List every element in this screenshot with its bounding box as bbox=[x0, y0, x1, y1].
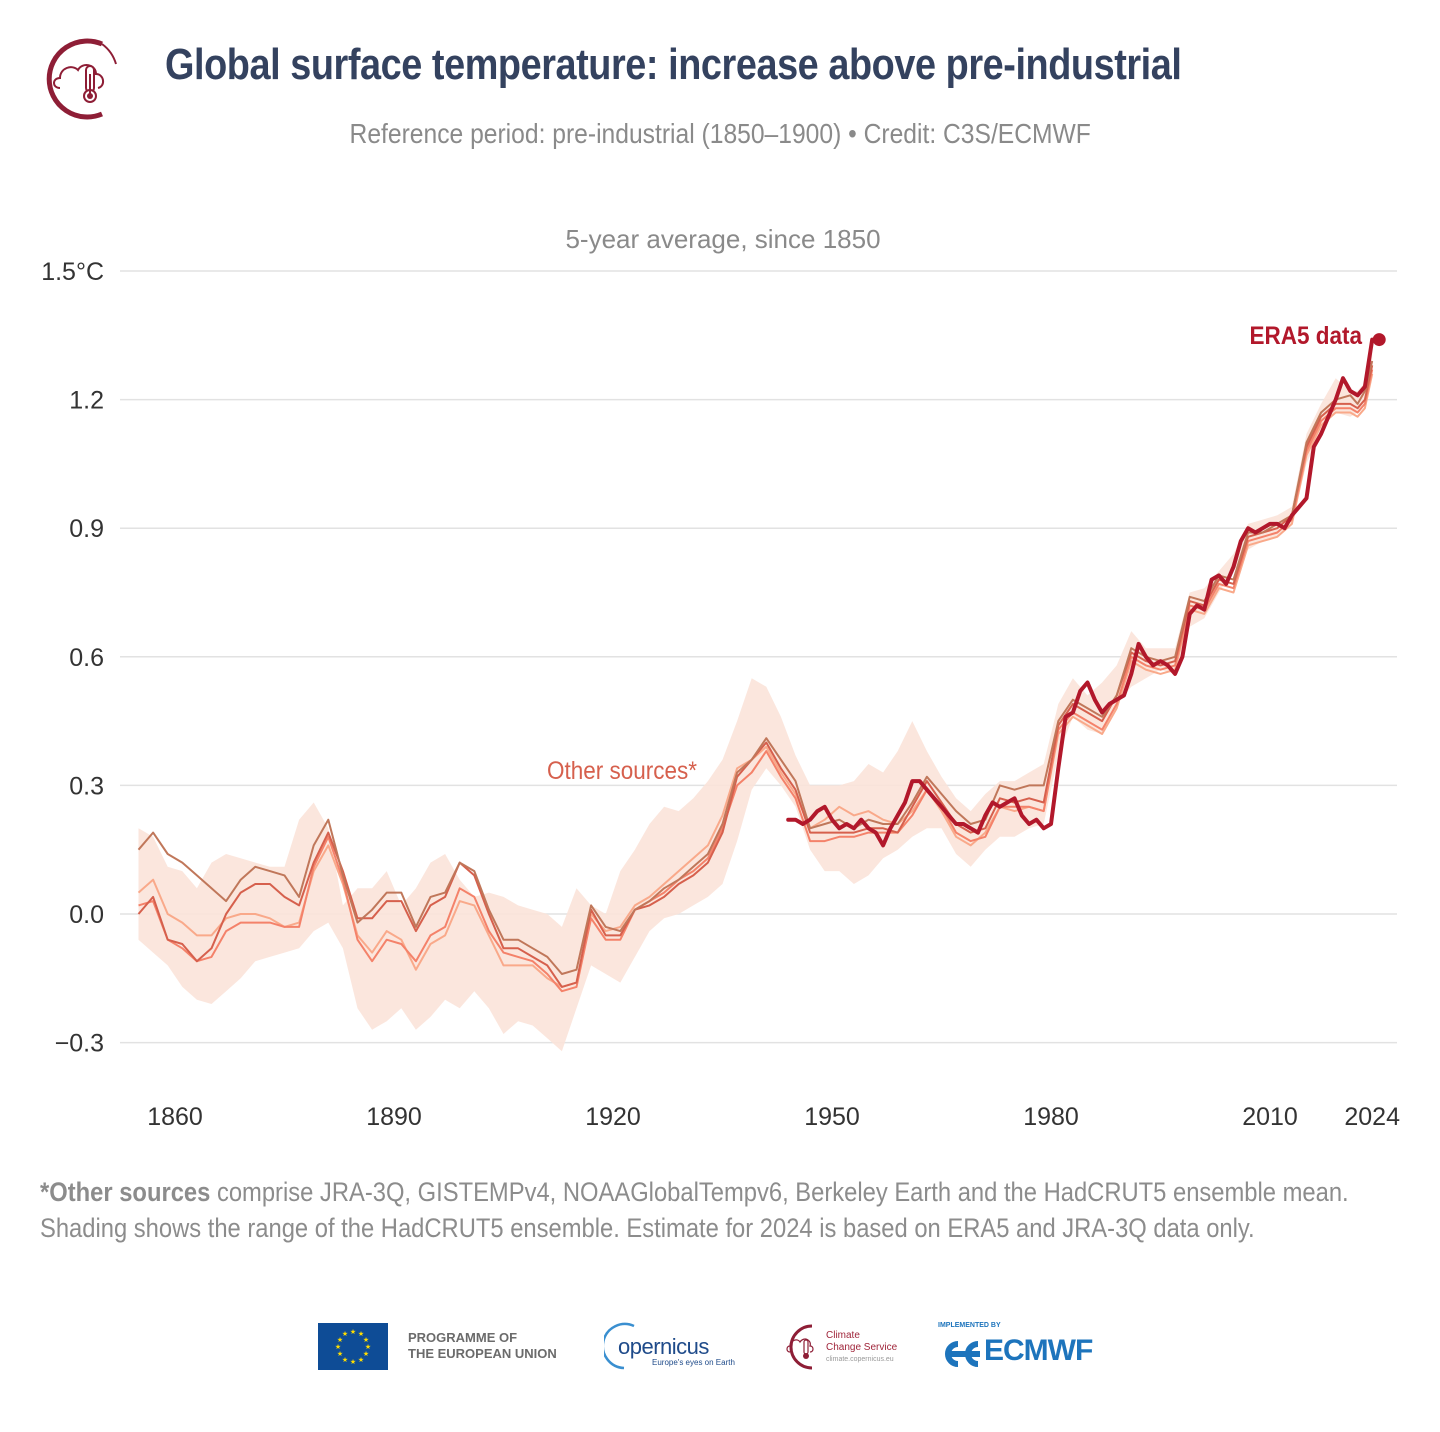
temperature-chart: 5-year average, since 1850 −0.3 0.0 0.3 0.6… bbox=[41, 224, 1400, 1131]
eu-flag-icon: ★ ★ ★ ★ ★ ★ ★ ★ ★ ★ ★ ★ bbox=[318, 1323, 388, 1370]
era5-line bbox=[786, 337, 1375, 848]
era5-endpoint-marker bbox=[1372, 333, 1386, 347]
y-tick-label: 0.6 bbox=[69, 644, 104, 672]
y-tick-label: 1.5°C bbox=[41, 258, 104, 286]
footnote-text: comprise JRA-3Q, GISTEMPv4, NOAAGlobalTe… bbox=[40, 1177, 1349, 1243]
other-sources-label: Other sources* bbox=[547, 757, 697, 785]
svg-text:★: ★ bbox=[335, 1343, 341, 1351]
x-tick-label: 2010 bbox=[1242, 1103, 1298, 1131]
ensemble-range-shading bbox=[138, 348, 1373, 1052]
svg-text:★: ★ bbox=[337, 1336, 343, 1344]
svg-text:★: ★ bbox=[363, 1336, 369, 1344]
ecmwf-logo: IMPLEMENTED BY ECMWF bbox=[938, 1322, 1093, 1367]
footnote-lead: *Other sources bbox=[40, 1177, 211, 1207]
footnote: *Other sources comprise JRA-3Q, GISTEMPv… bbox=[40, 1174, 1430, 1246]
y-tick-label: 0.0 bbox=[69, 901, 104, 929]
copernicus-logo: opernicus Europe's eyes on Earth bbox=[604, 1322, 754, 1372]
y-tick-label: 0.3 bbox=[69, 772, 104, 800]
y-tick-label: −0.3 bbox=[55, 1030, 104, 1058]
chart-title: Global surface temperature: increase abo… bbox=[165, 40, 1182, 89]
x-tick-label: 1890 bbox=[366, 1103, 422, 1131]
svg-text:★: ★ bbox=[358, 1356, 364, 1364]
chart-subtitle: Reference period: pre-industrial (1850–1… bbox=[349, 118, 1091, 149]
y-tick-label: 0.9 bbox=[69, 515, 104, 543]
footer-logos: ★ ★ ★ ★ ★ ★ ★ ★ ★ ★ ★ ★ PROGRAMME OF THE EUROPEAN… bbox=[318, 1322, 1138, 1372]
c3s-logo: Climate Change Service climate.copernicus… bbox=[778, 1322, 928, 1372]
series-line-2 bbox=[137, 365, 1374, 988]
svg-text:★: ★ bbox=[358, 1330, 364, 1338]
svg-text:★: ★ bbox=[350, 1358, 356, 1366]
climate-change-service-logo-icon bbox=[38, 38, 118, 120]
x-tick-label: 2024 bbox=[1344, 1103, 1400, 1131]
svg-text:★: ★ bbox=[342, 1356, 348, 1364]
era5-label: ERA5 data bbox=[1250, 322, 1363, 350]
svg-text:★: ★ bbox=[350, 1328, 356, 1336]
svg-text:★: ★ bbox=[342, 1330, 348, 1338]
x-tick-label: 1920 bbox=[585, 1103, 641, 1131]
x-tick-label: 1950 bbox=[804, 1103, 860, 1131]
svg-text:★: ★ bbox=[365, 1343, 371, 1351]
svg-text:★: ★ bbox=[363, 1350, 369, 1358]
y-tick-label: 1.2 bbox=[69, 387, 104, 415]
x-tick-label: 1860 bbox=[147, 1103, 203, 1131]
svg-text:★: ★ bbox=[337, 1350, 343, 1358]
panel-title: 5-year average, since 1850 bbox=[565, 224, 880, 254]
series-line-1 bbox=[137, 360, 1374, 975]
series-line-3 bbox=[138, 369, 1374, 993]
eu-programme-label: PROGRAMME OF THE EUROPEAN UNION bbox=[408, 1330, 557, 1361]
x-tick-label: 1980 bbox=[1023, 1103, 1079, 1131]
